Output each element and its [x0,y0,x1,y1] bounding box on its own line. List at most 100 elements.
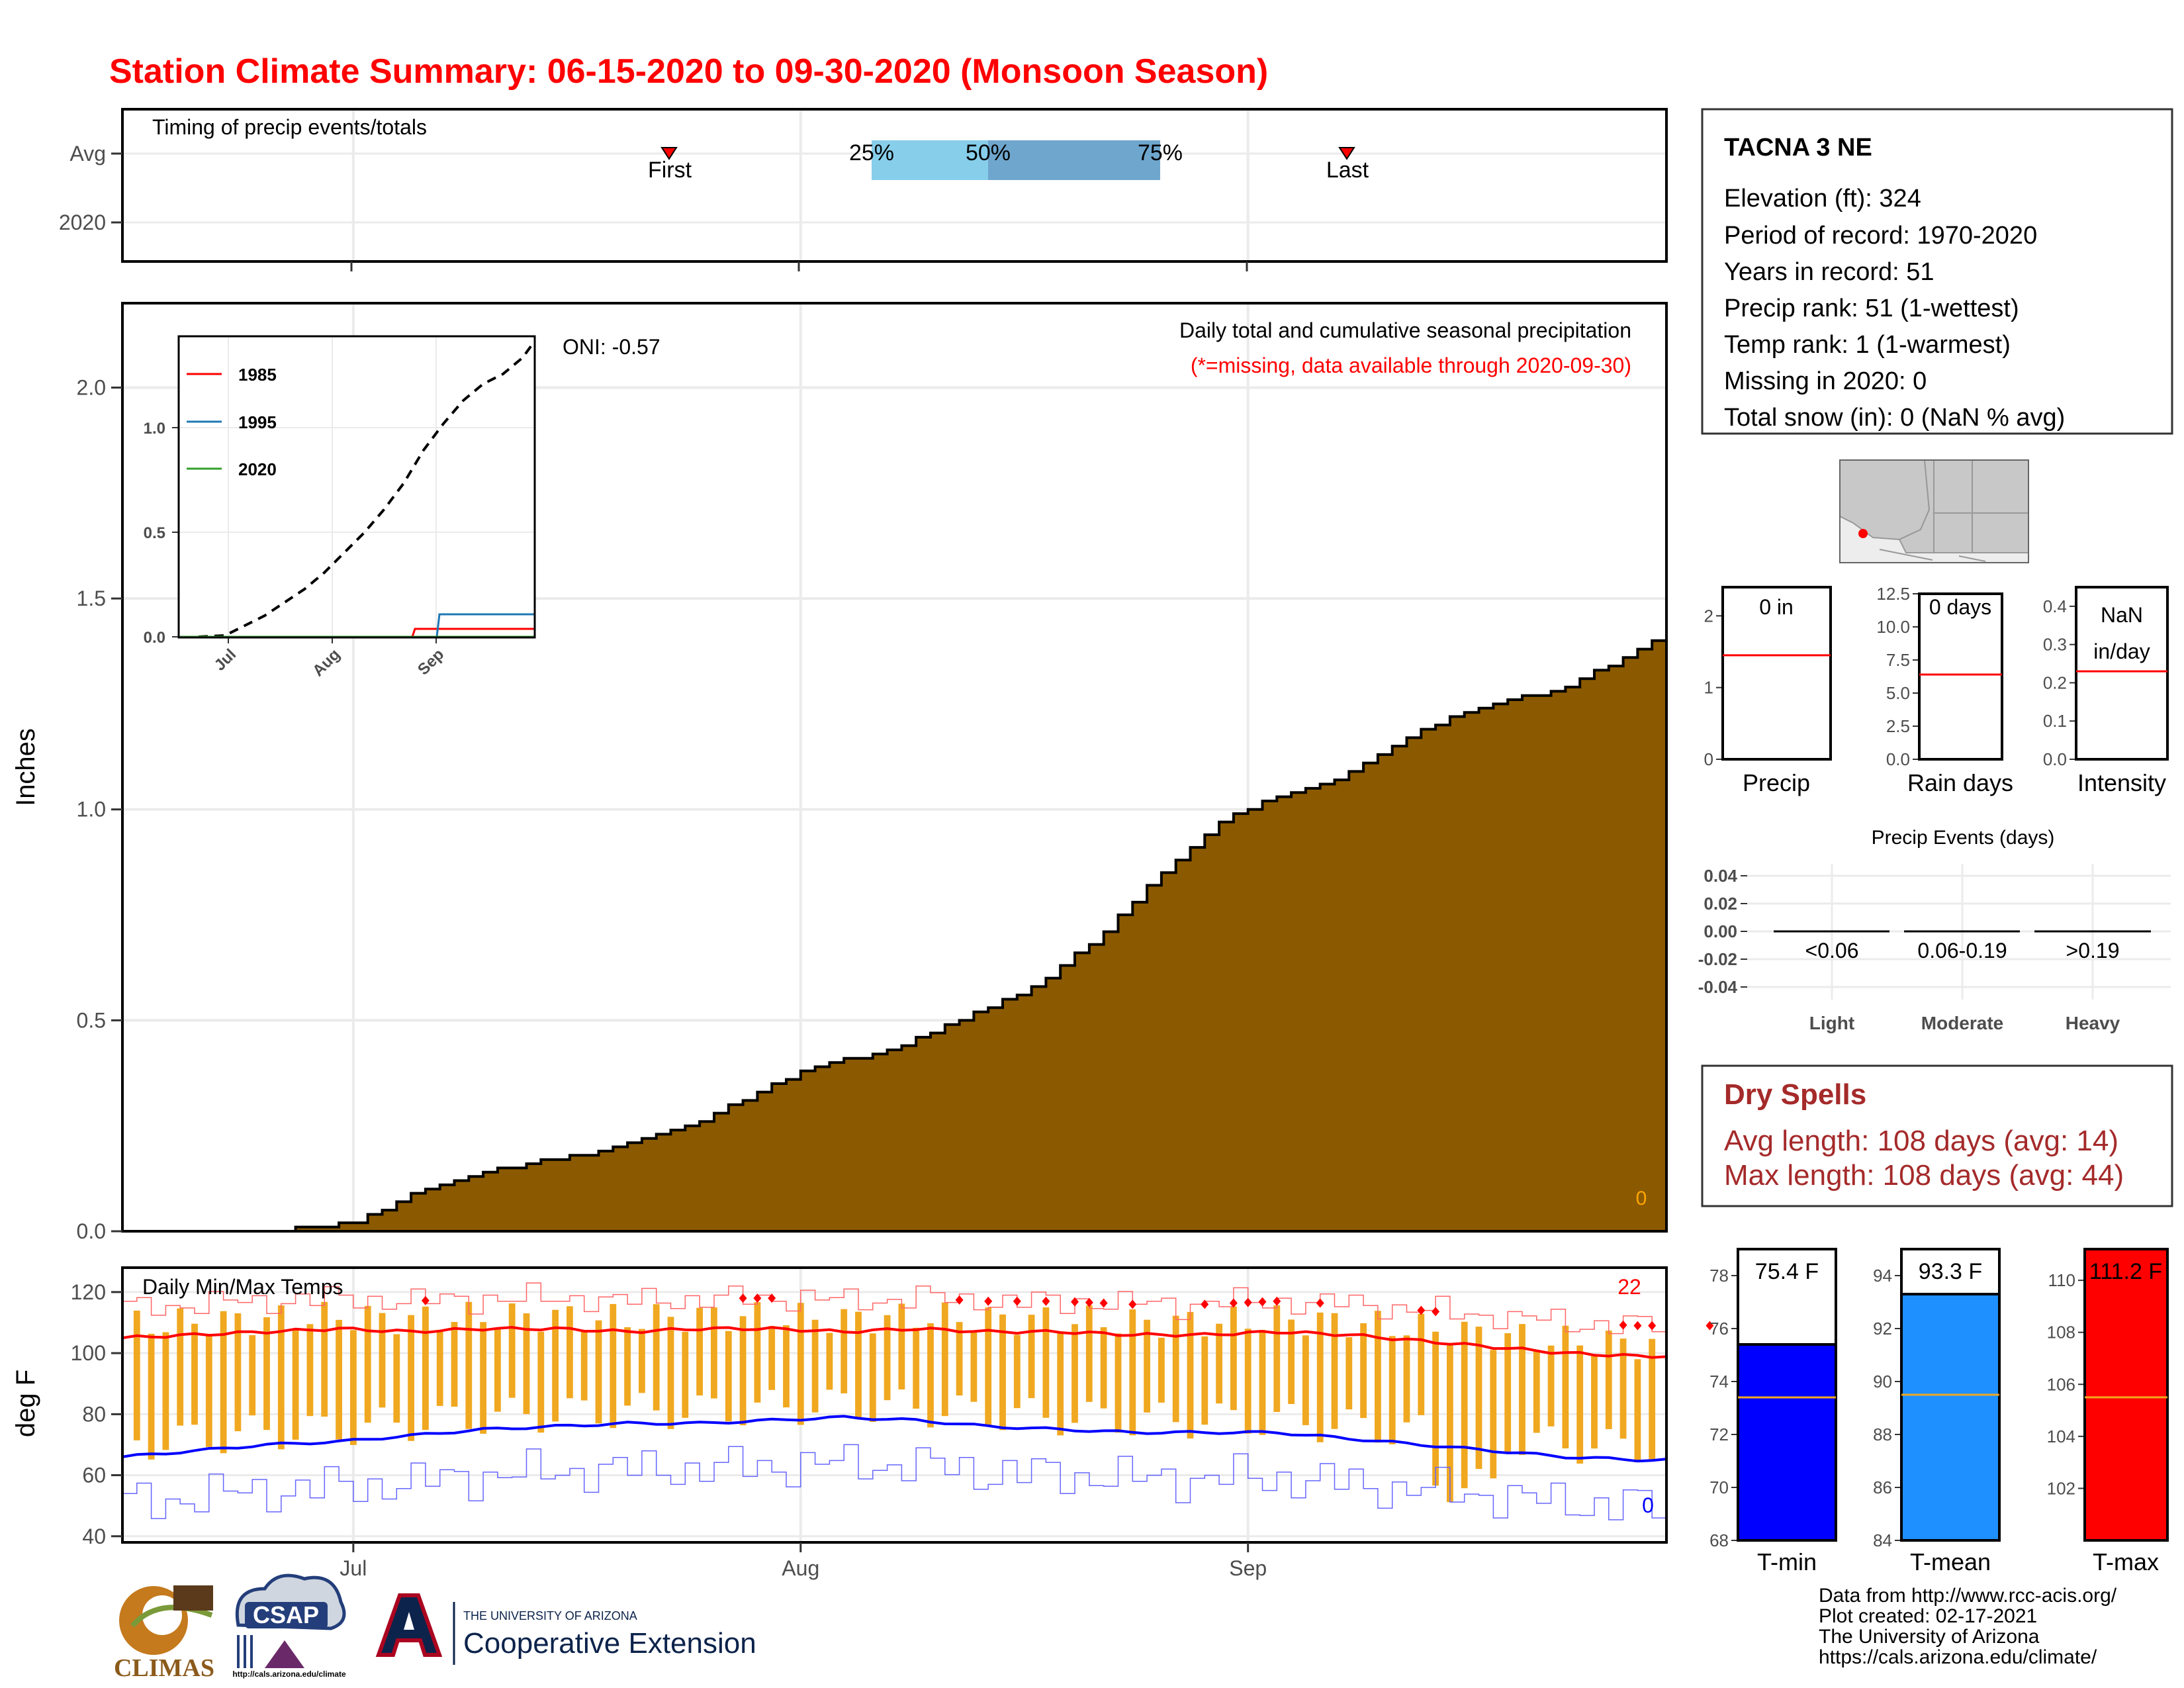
event-range-light: <0.06 [1805,939,1859,962]
climatology-inset: 1985 1995 2020 0.0 0.5 1.0 Jul Aug Sep [144,335,536,680]
temp-ytick: 40 [82,1524,106,1548]
station-missing: Missing in 2020: 0 [1724,367,1927,395]
daily-temp-bar [884,1315,891,1401]
tmax-label: T-max [2093,1548,2159,1575]
daily-temp-bar [523,1313,530,1415]
daily-temp-bar [191,1323,198,1425]
daily-temp-bar [1388,1336,1396,1444]
daily-temp-bar [826,1333,833,1390]
tmin-summary-bar: 68 70 72 74 76 78 75.4 F T-min [1709,1248,1837,1575]
mini-bar-tick: 0.4 [2043,596,2067,616]
temp-bar-tick: 70 [1709,1477,1729,1497]
daily-temp-bar [1519,1324,1525,1455]
rain-days-mini-bar: 0.0 2.5 5.0 7.5 10.0 12.5 0 days Rain days [1876,584,2013,796]
record-max-count: 22 [1617,1275,1641,1299]
csap-logo-text: CSAP [253,1601,319,1628]
daily-temp-bar [1172,1315,1179,1423]
daily-temp-bar [1504,1333,1512,1454]
events-ytick: 0.00 [1704,921,1737,941]
daily-temp-bar [1634,1359,1641,1462]
record-high-marker [1229,1298,1238,1308]
daily-temp-bar [1013,1335,1021,1409]
daily-temp-bar [1649,1338,1656,1462]
intensity-mini-bar: 0.0 0.1 0.2 0.3 0.4 NaN in/day Intensity [2043,586,2169,796]
daily-temp-bar [133,1310,140,1440]
daily-temp-bar [1591,1354,1598,1449]
daily-temp-bar [508,1303,516,1398]
station-name: TACNA 3 NE [1724,134,1872,162]
intensity-value-2: in/day [2093,639,2150,663]
temp-panel-header: Daily Min/Max Temps [142,1275,343,1299]
daily-temp-bar [913,1327,920,1409]
tmax-value: 111.2 F [2089,1259,2162,1284]
mini-bar-tick: 12.5 [1876,584,1910,604]
precip-zero-marker: 0 [1636,1188,1647,1209]
daily-temp-bar [1533,1350,1540,1433]
intensity-value-1: NaN [2101,603,2143,627]
month-tick-label: Aug [782,1556,819,1580]
temp-bar-tick: 94 [1873,1266,1892,1286]
record-high-marker [768,1293,776,1303]
record-high-marker [1128,1299,1137,1309]
daily-temp-bar [1216,1323,1222,1404]
temp-ytick: 80 [82,1402,106,1426]
daily-temp-bar [1447,1344,1453,1503]
tmin-value: 75.4 F [1755,1259,1819,1284]
daily-temp-bar [1129,1309,1136,1436]
record-high-marker [753,1293,762,1303]
mini-bar-tick: 7.5 [1886,650,1910,670]
daily-temp-bar [1158,1337,1165,1403]
daily-temp-bar [148,1333,155,1460]
record-high-marker [1099,1298,1108,1308]
tmean-label: T-mean [1910,1548,1991,1575]
daily-temp-bar [336,1319,342,1440]
daily-temp-bar [1288,1319,1295,1404]
daily-temp-bar [985,1307,992,1427]
daily-temp-bar [1345,1337,1353,1410]
station-years: Years in record: 51 [1724,258,1934,286]
daily-temp-bar [639,1329,645,1393]
daily-temp-bar [1042,1307,1050,1418]
daily-temp-bar [567,1306,573,1399]
daily-temp-bar [1201,1336,1208,1425]
mini-bar-tick: 1 [1704,678,1713,698]
events-ytick: 0.02 [1704,894,1737,914]
station-elevation: Elevation (ft): 324 [1724,185,1921,212]
record-high-marker [1085,1297,1093,1307]
daily-temp-bar [869,1333,876,1422]
daily-temp-bar [436,1331,443,1406]
daily-temp-bar [1331,1313,1338,1429]
temp-ytick: 60 [82,1464,106,1487]
daily-temp-bar [682,1331,689,1418]
daily-temp-bar [956,1322,963,1396]
daily-temp-bar [321,1301,328,1417]
daily-temp-bar [970,1331,978,1402]
daily-temp-bar [595,1320,602,1424]
record-high-marker [1013,1296,1021,1306]
daily-temp-bar [494,1328,501,1412]
mini-bar-tick: 0 [1704,749,1713,769]
cooperative-extension-text: Cooperative Extension [463,1627,756,1660]
event-category-heavy: Heavy [2066,1013,2120,1033]
daily-temp-bar [1562,1325,1569,1448]
university-of-arizona-logo: THE UNIVERSITY OF ARIZONA Cooperative Ex… [375,1593,756,1665]
temp-bar-tick: 68 [1709,1530,1729,1550]
record-high-markers [421,1293,1714,1331]
daily-temp-bar [1490,1350,1497,1479]
record-high-marker [1071,1297,1079,1307]
cumulative-precip-area [122,632,1668,1233]
record-high-marker [1633,1321,1642,1331]
daily-temp-bar [725,1331,732,1422]
daily-temp-bar [1475,1327,1482,1470]
record-min-line [122,1444,1667,1521]
record-high-marker [1706,1321,1714,1331]
precip-ytick: 1.0 [77,798,106,821]
daily-temp-bar [927,1323,934,1428]
daily-temp-bar [379,1313,386,1408]
timing-q25-q50-bar [872,140,988,180]
footer-line-data: Data from http://www.rcc-acis.org/ [1819,1585,2117,1607]
temp-bar-tick: 110 [2048,1270,2075,1290]
daily-temp-bar [1057,1332,1064,1436]
record-high-marker [1273,1296,1281,1306]
record-high-marker [1042,1296,1050,1306]
